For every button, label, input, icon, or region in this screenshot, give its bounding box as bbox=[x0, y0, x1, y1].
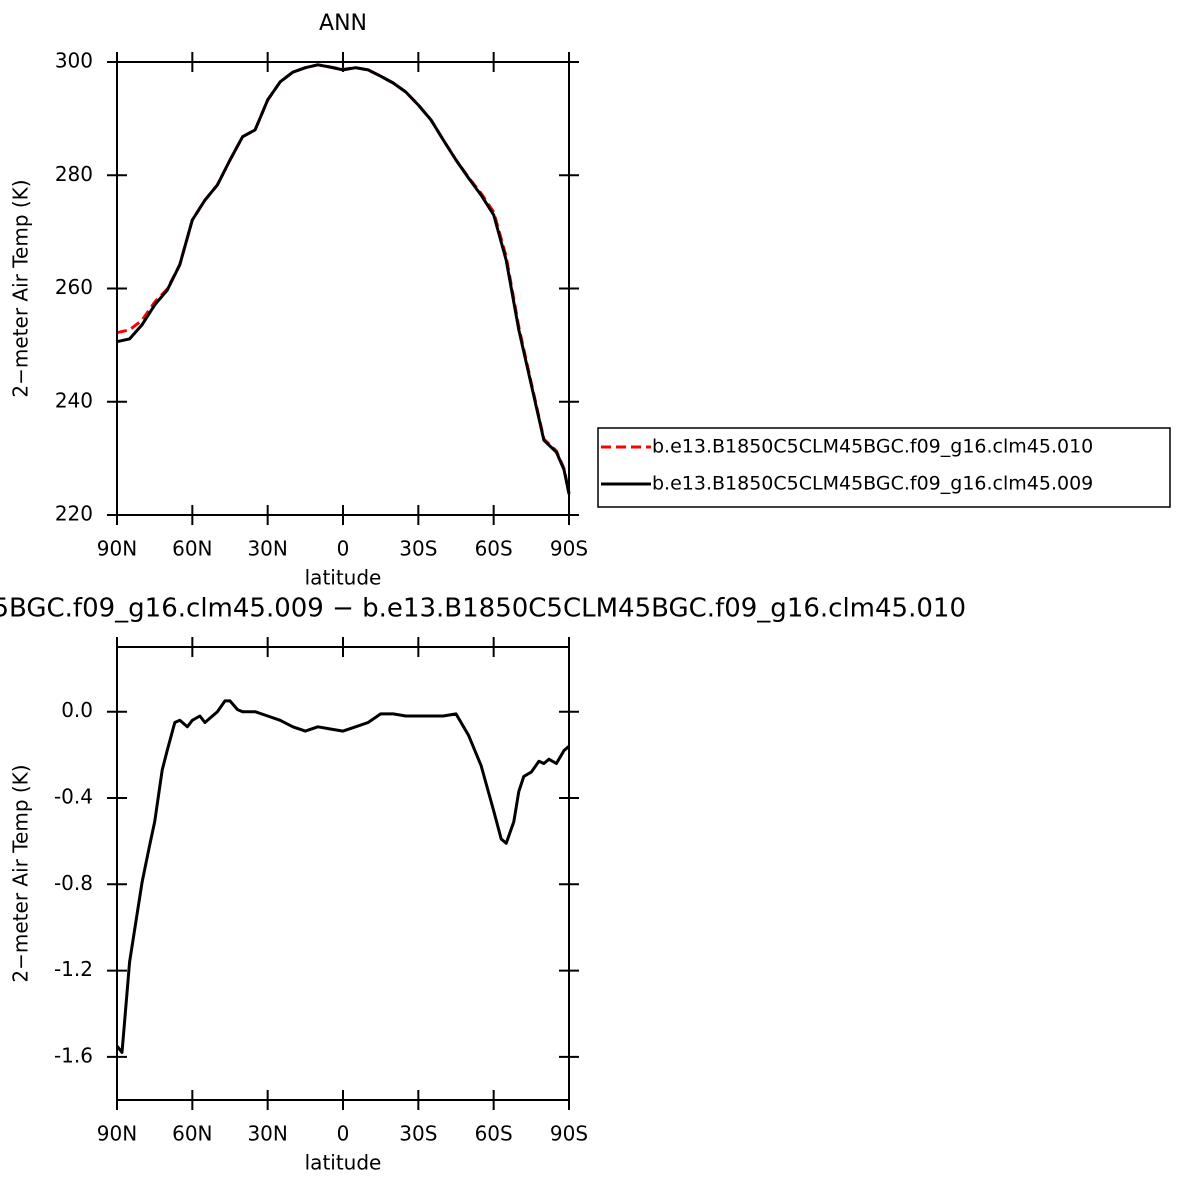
x-tick-label: 60S bbox=[475, 1122, 513, 1146]
y-tick-label: 240 bbox=[55, 388, 93, 412]
y-tick-label: -0.8 bbox=[54, 871, 93, 895]
x-tick-label: 60S bbox=[475, 537, 513, 561]
x-tick-label: 30N bbox=[247, 1122, 287, 1146]
plot-frame bbox=[116, 646, 570, 1101]
x-tick-label: 90S bbox=[550, 1122, 588, 1146]
x-tick-label: 90N bbox=[97, 1122, 137, 1146]
x-tick-label: 90N bbox=[97, 537, 137, 561]
legend-label: b.e13.B1850C5CLM45BGC.f09_g16.clm45.009 bbox=[652, 473, 1093, 495]
data-line bbox=[116, 63, 571, 495]
x-tick-label: 60N bbox=[172, 537, 212, 561]
x-axis-label: latitude bbox=[305, 1151, 382, 1175]
y-tick-label: -1.2 bbox=[54, 957, 93, 981]
x-tick-label: 0 bbox=[337, 537, 350, 561]
legend-box bbox=[597, 427, 1171, 508]
plot-frame bbox=[116, 61, 570, 516]
x-tick-label: 30S bbox=[399, 537, 437, 561]
chart-title: ANN bbox=[319, 11, 367, 36]
legend-label: b.e13.B1850C5CLM45BGC.f09_g16.clm45.010 bbox=[652, 436, 1093, 458]
y-axis-label: 2−meter Air Temp (K) bbox=[9, 179, 33, 397]
y-axis-label: 2−meter Air Temp (K) bbox=[9, 764, 33, 982]
x-tick-label: 90S bbox=[550, 537, 588, 561]
y-tick-label: 280 bbox=[55, 162, 93, 186]
y-tick-label: 220 bbox=[55, 502, 93, 526]
data-line bbox=[116, 63, 571, 494]
y-tick-label: -0.4 bbox=[54, 785, 93, 809]
y-tick-label: -1.6 bbox=[54, 1043, 93, 1067]
x-tick-label: 30N bbox=[247, 537, 287, 561]
x-tick-label: 0 bbox=[337, 1122, 350, 1146]
x-axis-label: latitude bbox=[305, 566, 382, 590]
y-tick-label: 300 bbox=[55, 49, 93, 73]
chart-title: b.e13.B1850C5CLM45BGC.f09_g16.clm45.009 … bbox=[0, 594, 966, 624]
y-tick-label: 260 bbox=[55, 275, 93, 299]
x-tick-label: 60N bbox=[172, 1122, 212, 1146]
x-tick-label: 30S bbox=[399, 1122, 437, 1146]
y-tick-label: 0.0 bbox=[61, 698, 93, 722]
data-line bbox=[115, 699, 570, 1054]
